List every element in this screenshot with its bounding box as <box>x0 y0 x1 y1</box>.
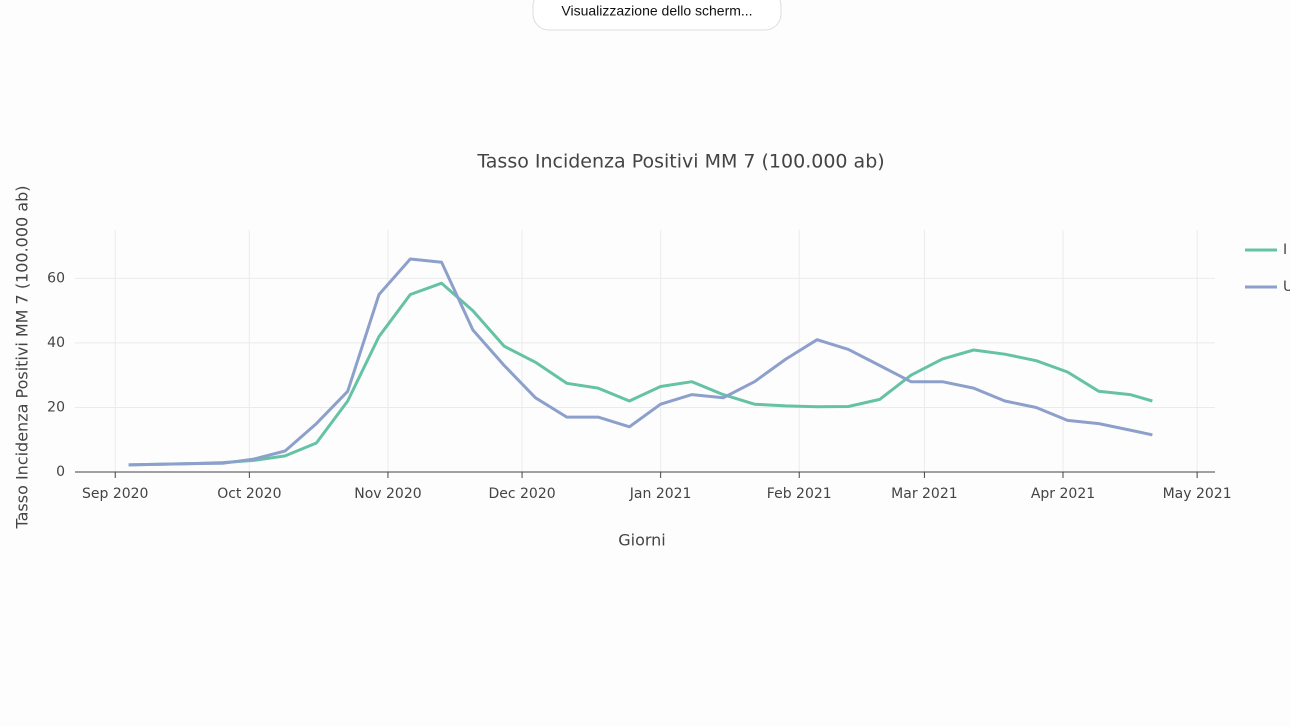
x-tick-label: Sep 2020 <box>82 486 148 502</box>
y-tick-label: 20 <box>47 399 65 415</box>
x-axis-title: Giorni <box>618 531 666 550</box>
y-axis-title: Tasso Incidenza Positivi MM 7 (100.000 a… <box>13 185 32 529</box>
x-tick-label: Mar 2021 <box>891 486 958 502</box>
x-tick-label: Jan 2021 <box>629 486 692 502</box>
x-tick-label: Dec 2020 <box>488 486 555 502</box>
line <box>128 257 1153 467</box>
y-tick-label: 0 <box>56 464 65 480</box>
x-tick-label: Apr 2021 <box>1031 486 1095 502</box>
y-tick-label: 60 <box>47 270 65 286</box>
legend-label: U <box>1283 279 1290 295</box>
x-tick-label: May 2021 <box>1163 486 1232 502</box>
y-tick-label: 40 <box>47 335 65 351</box>
chart-title: Tasso Incidenza Positivi MM 7 (100.000 a… <box>476 151 884 173</box>
line <box>128 281 1153 467</box>
x-tick-label: Oct 2020 <box>217 486 281 502</box>
legend-label: I <box>1283 242 1287 258</box>
x-tick-label: Feb 2021 <box>767 486 832 502</box>
screen-view-button[interactable] <box>532 0 782 31</box>
x-tick-label: Nov 2020 <box>354 486 421 502</box>
button-label[interactable]: Visualizzazione dello scherm... <box>561 3 752 19</box>
